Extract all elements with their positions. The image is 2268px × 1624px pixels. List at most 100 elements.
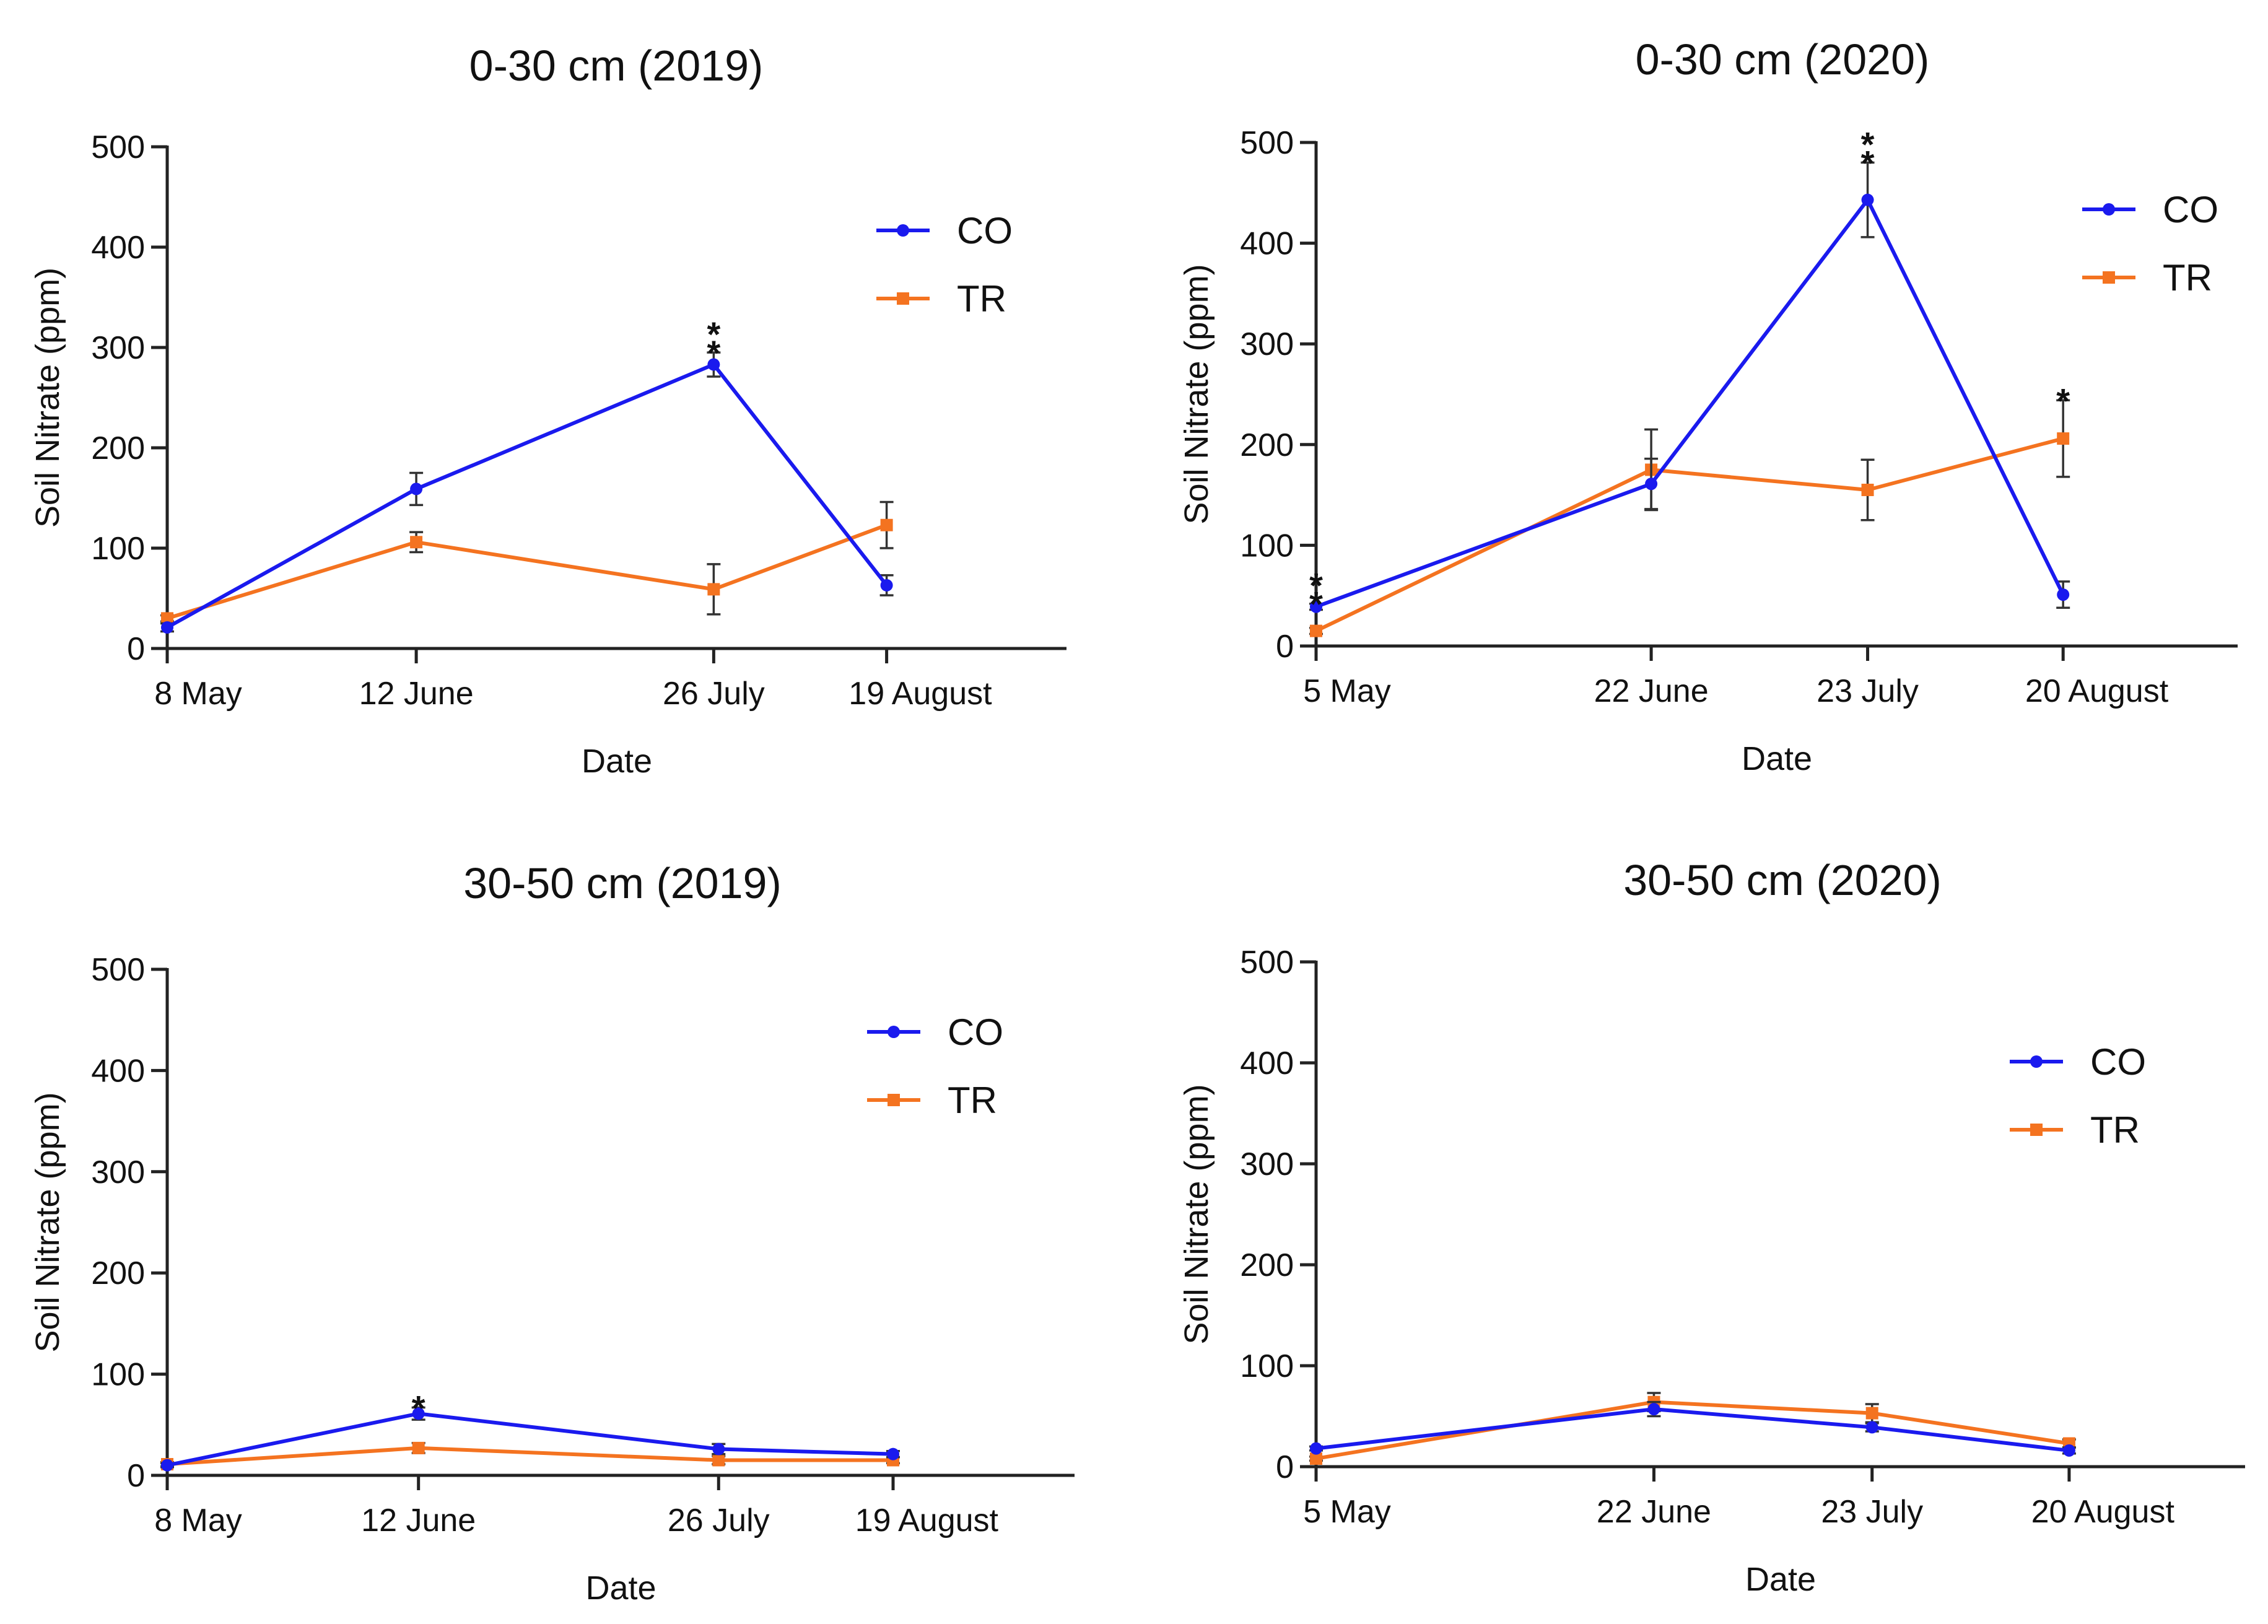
- y-tick-label: 500: [1240, 945, 1294, 980]
- legend-marker: [2030, 1124, 2043, 1136]
- data-point: [1861, 193, 1874, 206]
- series-line: [167, 523, 888, 621]
- series-line: [1315, 1407, 2070, 1452]
- x-tick-label: 8 May: [154, 1503, 242, 1539]
- x-tick-label: 5 May: [1303, 1494, 1391, 1530]
- x-axis-label: Date: [582, 743, 652, 780]
- data-point: [887, 1447, 899, 1460]
- data-point: [161, 612, 173, 625]
- data-point: [707, 583, 720, 596]
- data-point: [410, 536, 423, 549]
- legend-label: CO: [957, 210, 1013, 251]
- y-tick-label: 500: [91, 129, 145, 165]
- y-tick-label: 300: [1240, 326, 1294, 362]
- data-point: [1865, 1407, 1878, 1420]
- chart-title: 0-30 cm (2020): [1636, 35, 1930, 84]
- significance-mark: *: [1309, 585, 1323, 624]
- significance-mark: *: [412, 1389, 425, 1428]
- legend-marker: [2103, 203, 2115, 216]
- data-point: [707, 358, 720, 371]
- data-point: [410, 482, 423, 495]
- x-tick-label: 12 June: [359, 676, 474, 712]
- x-tick-label: 26 July: [663, 676, 765, 712]
- y-tick-label: 200: [1240, 427, 1294, 463]
- x-tick-label: 5 May: [1303, 673, 1391, 709]
- data-point: [161, 621, 173, 634]
- data-point: [1861, 483, 1874, 496]
- y-tick-label: 0: [127, 631, 145, 667]
- x-tick-label: 8 May: [154, 676, 242, 712]
- legend-label: CO: [2090, 1041, 2146, 1083]
- x-axis-label: Date: [1742, 740, 1812, 777]
- y-axis-label: Soil Nitrate (ppm): [29, 1092, 66, 1352]
- y-tick-label: 300: [1240, 1146, 1294, 1182]
- x-tick-label: 23 July: [1817, 673, 1919, 709]
- chart-panel-2: 0-30 cm (2020) 0 100 200 300 400 500 5 May 22 Ju…: [1178, 35, 2238, 777]
- legend-marker: [897, 292, 909, 305]
- legend: CO TR: [2010, 1041, 2146, 1151]
- y-tick-label: 300: [91, 330, 145, 366]
- chart-panel-4: 30-50 cm (2020) 0 100 200 300 400 500 5 May 22 J…: [1178, 856, 2245, 1598]
- y-tick-label: 0: [127, 1458, 145, 1494]
- series-tr: [160, 500, 894, 625]
- data-point: [1865, 1421, 1878, 1434]
- y-tick-label: 200: [91, 430, 145, 466]
- x-tick-label: 12 June: [361, 1503, 476, 1539]
- y-tick-label: 100: [1240, 1348, 1294, 1384]
- x-axis-label: Date: [585, 1569, 656, 1607]
- chart-panel-1: 0-30 cm (2019) 0 100 200 300 400 500 8 May 12 Ju…: [29, 41, 1066, 780]
- legend-label: TR: [957, 278, 1006, 320]
- series-co: [160, 351, 894, 634]
- series-line: [166, 362, 888, 629]
- x-tick-label: 22 June: [1594, 673, 1709, 709]
- legend-marker: [888, 1026, 900, 1038]
- x-axis-label: Date: [1745, 1561, 1816, 1598]
- series-line: [167, 1412, 894, 1467]
- y-axis-label: Soil Nitrate (ppm): [29, 268, 66, 528]
- series-co: [1309, 1400, 2076, 1457]
- legend-label: TR: [2163, 257, 2212, 299]
- data-point: [880, 578, 893, 592]
- y-tick-label: 100: [91, 531, 145, 567]
- chart-panel-3: 30-50 cm (2019) 0 100 200 300 400 500 8 May 12 J…: [29, 859, 1075, 1607]
- data-point: [412, 1441, 425, 1454]
- legend-label: TR: [948, 1080, 997, 1121]
- legend-marker: [888, 1094, 900, 1106]
- y-tick-label: 500: [1240, 125, 1294, 161]
- series-tr: [160, 1441, 900, 1471]
- chart-title: 30-50 cm (2019): [463, 859, 782, 907]
- data-point: [2062, 1444, 2075, 1457]
- x-tick-label: 20 August: [2031, 1494, 2175, 1530]
- y-tick-label: 100: [1240, 528, 1294, 564]
- y-tick-label: 100: [91, 1357, 145, 1393]
- y-tick-label: 200: [1240, 1247, 1294, 1283]
- x-tick-label: 23 July: [1821, 1494, 1923, 1530]
- significance-mark: *: [1861, 144, 1875, 183]
- significance-mark: *: [2056, 381, 2070, 420]
- significance-mark: *: [707, 333, 720, 372]
- significance-mark: *: [1861, 125, 1875, 164]
- x-tick-label: 19 August: [855, 1503, 999, 1539]
- data-point: [412, 1407, 425, 1420]
- x-tick-label: 26 July: [668, 1503, 770, 1539]
- data-point: [1310, 1452, 1322, 1465]
- x-tick-label: 20 August: [2025, 673, 2169, 709]
- series-line: [1315, 198, 2065, 609]
- data-point: [1645, 478, 1658, 491]
- chart-title: 30-50 cm (2020): [1623, 856, 1942, 904]
- series-co: [160, 1406, 900, 1472]
- data-point: [161, 1459, 173, 1472]
- chart-title: 0-30 cm (2019): [469, 41, 764, 90]
- legend-label: CO: [2163, 189, 2218, 230]
- legend-marker: [2030, 1055, 2043, 1068]
- data-point: [712, 1443, 725, 1456]
- y-tick-label: 0: [1276, 1449, 1294, 1485]
- series-tr: [1309, 1392, 2076, 1465]
- y-tick-label: 400: [91, 1053, 145, 1089]
- series-co: [1309, 161, 2070, 613]
- data-point: [1647, 1403, 1660, 1416]
- series-line: [167, 1446, 893, 1467]
- data-point: [712, 1454, 725, 1467]
- x-tick-label: 22 June: [1597, 1494, 1711, 1530]
